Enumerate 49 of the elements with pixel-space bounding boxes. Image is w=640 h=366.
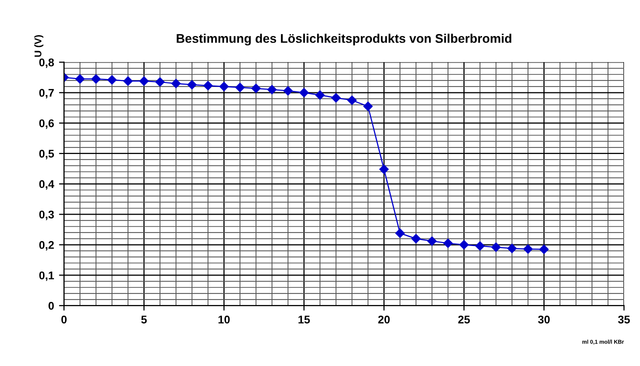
y-tick-label: 0,4: [39, 180, 54, 190]
point: [91, 74, 101, 84]
x-tick-label: 20: [378, 316, 390, 324]
y-axis-title: U (V): [34, 35, 44, 57]
point: [171, 78, 181, 88]
point: [347, 96, 357, 105]
y-tick-label: 0,8: [39, 58, 54, 68]
y-tick-label: 0: [48, 302, 54, 310]
point: [523, 244, 533, 254]
point: [459, 240, 469, 250]
chart-title: Bestimmung des Löslichkeitsprodukts von Silberbromid: [176, 34, 512, 46]
point: [187, 80, 197, 90]
y-tick-label: 0,1: [39, 271, 54, 281]
x-tick-label: 30: [538, 316, 550, 324]
point: [475, 241, 485, 251]
point: [139, 76, 149, 86]
point: [379, 164, 389, 174]
point: [123, 76, 133, 86]
point: [155, 77, 165, 87]
point: [203, 81, 213, 90]
x-tick-label: 10: [218, 316, 230, 324]
point: [315, 90, 325, 100]
x-tick-label: 5: [141, 316, 147, 324]
point: [283, 86, 293, 96]
point: [411, 234, 421, 244]
x-tick-label: 35: [618, 316, 630, 324]
point: [251, 84, 261, 94]
point: [235, 82, 245, 92]
point: [331, 93, 341, 102]
point: [443, 238, 453, 248]
point: [363, 102, 373, 111]
point: [491, 242, 501, 252]
point: [539, 244, 549, 254]
point: [267, 84, 277, 94]
x-tick-label: 0: [61, 316, 67, 324]
point: [75, 74, 85, 84]
x-tick-label: 15: [298, 316, 310, 324]
y-tick-label: 0,5: [39, 150, 54, 160]
y-tick-label: 0,7: [39, 88, 54, 98]
point: [299, 88, 309, 98]
y-tick-label: 0,3: [39, 210, 54, 220]
x-tick-label: 25: [458, 316, 470, 324]
point: [507, 244, 517, 254]
point: [107, 75, 117, 84]
y-tick-label: 0,6: [39, 119, 54, 129]
y-tick-label: 0,2: [39, 241, 54, 251]
point: [219, 82, 229, 92]
point: [427, 236, 437, 246]
point: [395, 228, 405, 238]
